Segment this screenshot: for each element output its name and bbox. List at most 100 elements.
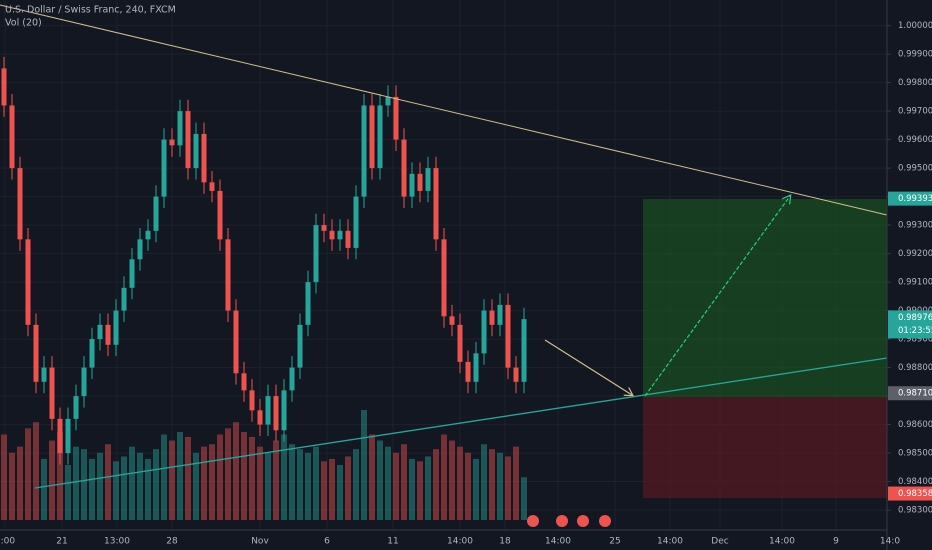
volume-bar — [305, 452, 311, 520]
volume-bar — [361, 410, 367, 520]
candle-body — [345, 230, 351, 248]
volume-bar — [497, 452, 503, 520]
candle-body — [497, 304, 503, 325]
volume-bar — [393, 452, 399, 520]
candle-body — [297, 324, 303, 368]
volume-layer — [1, 410, 527, 520]
candle-body — [249, 390, 255, 411]
x-tick-label: 14:00 — [545, 537, 571, 547]
candle-body — [41, 367, 47, 382]
volume-bar — [177, 432, 183, 520]
volume-bar — [209, 444, 215, 520]
candle-body — [361, 105, 367, 197]
price-tag-label: 0.99393 — [898, 194, 932, 204]
candle-body — [369, 105, 375, 169]
volume-bar — [505, 456, 511, 520]
volume-bar — [49, 440, 55, 520]
volume-bar — [81, 449, 87, 520]
volume-bar — [137, 452, 143, 520]
volume-bar — [193, 452, 199, 520]
candle-body — [25, 239, 31, 325]
candle-body — [193, 133, 199, 169]
price-axis — [887, 0, 932, 550]
volume-bar — [105, 444, 111, 520]
y-tick-label: 0.98300 — [898, 506, 932, 516]
support-line — [34, 357, 888, 489]
volume-bar — [377, 440, 383, 520]
candle-body — [105, 324, 111, 345]
candle-body — [409, 173, 415, 197]
candle-body — [209, 182, 215, 191]
volume-bar — [521, 477, 527, 520]
volume-bar — [297, 449, 303, 520]
volume-bar — [273, 440, 279, 520]
candle-body — [97, 324, 103, 340]
x-tick-label: 14:0 — [880, 537, 900, 547]
volume-bar — [97, 452, 103, 520]
volume-bar — [409, 458, 415, 520]
y-tick-label: 0.99700 — [898, 107, 932, 117]
x-tick-label: Dec — [711, 537, 728, 547]
x-tick-label: 13:00 — [104, 537, 130, 547]
candle-body — [1, 68, 7, 106]
volume-bar — [369, 434, 375, 520]
candle-body — [393, 96, 399, 140]
volume-bar — [385, 446, 391, 520]
candle-body — [273, 396, 279, 431]
chart-title: U.S. Dollar / Swiss Franc, 240, FXCM — [5, 5, 176, 16]
arrow-down — [544, 339, 632, 395]
candle-body — [185, 111, 191, 169]
volume-bar — [33, 422, 39, 520]
candle-body — [81, 367, 87, 397]
candle-body — [521, 319, 527, 382]
x-tick-label: 3:00 — [0, 537, 15, 547]
y-tick-label: 1.00000 — [898, 21, 932, 31]
event-icon — [599, 515, 611, 527]
candle-body — [481, 310, 487, 354]
volume-bar — [321, 461, 327, 520]
volume-bar — [329, 458, 335, 520]
price-tag-label: 0.98358 — [898, 489, 932, 499]
candle-body — [513, 367, 519, 382]
candle-body — [425, 168, 431, 191]
volume-bar — [25, 428, 31, 520]
volume-bar — [241, 432, 247, 520]
volume-bar — [441, 434, 447, 520]
candle-body — [289, 367, 295, 391]
volume-bar — [433, 449, 439, 520]
candle-body — [129, 259, 135, 288]
candle-body — [217, 190, 223, 240]
x-tick-label: 14:00 — [769, 537, 795, 547]
y-tick-label: 0.99200 — [898, 249, 932, 259]
candle-body — [313, 225, 319, 283]
candle-body — [153, 196, 159, 231]
volume-bar — [353, 449, 359, 520]
candle-body — [49, 367, 55, 419]
volume-bar — [113, 461, 119, 520]
volume-bar — [153, 449, 159, 520]
price-tag — [888, 310, 932, 339]
volume-bar — [481, 444, 487, 520]
event-icons — [527, 515, 611, 527]
candle-body — [329, 230, 335, 240]
candle-body — [505, 304, 511, 368]
volume-bar — [233, 422, 239, 520]
volume-bar — [129, 446, 135, 520]
volume-bar — [265, 452, 271, 520]
y-tick-label: 0.99100 — [898, 278, 932, 288]
loss-zone — [643, 397, 887, 498]
resistance-line — [0, 4, 888, 216]
y-tick-label: 0.99800 — [898, 78, 932, 88]
candle-body — [473, 353, 479, 382]
candle-body — [241, 373, 247, 391]
candle-body — [57, 418, 63, 454]
candle-body — [305, 282, 311, 325]
candle-body — [449, 316, 455, 325]
candle-body — [417, 173, 423, 191]
event-icon — [577, 515, 589, 527]
volume-bar — [185, 436, 191, 520]
y-tick-label: 0.99500 — [898, 164, 932, 174]
candle-body — [353, 196, 359, 248]
volume-bar — [217, 434, 223, 520]
